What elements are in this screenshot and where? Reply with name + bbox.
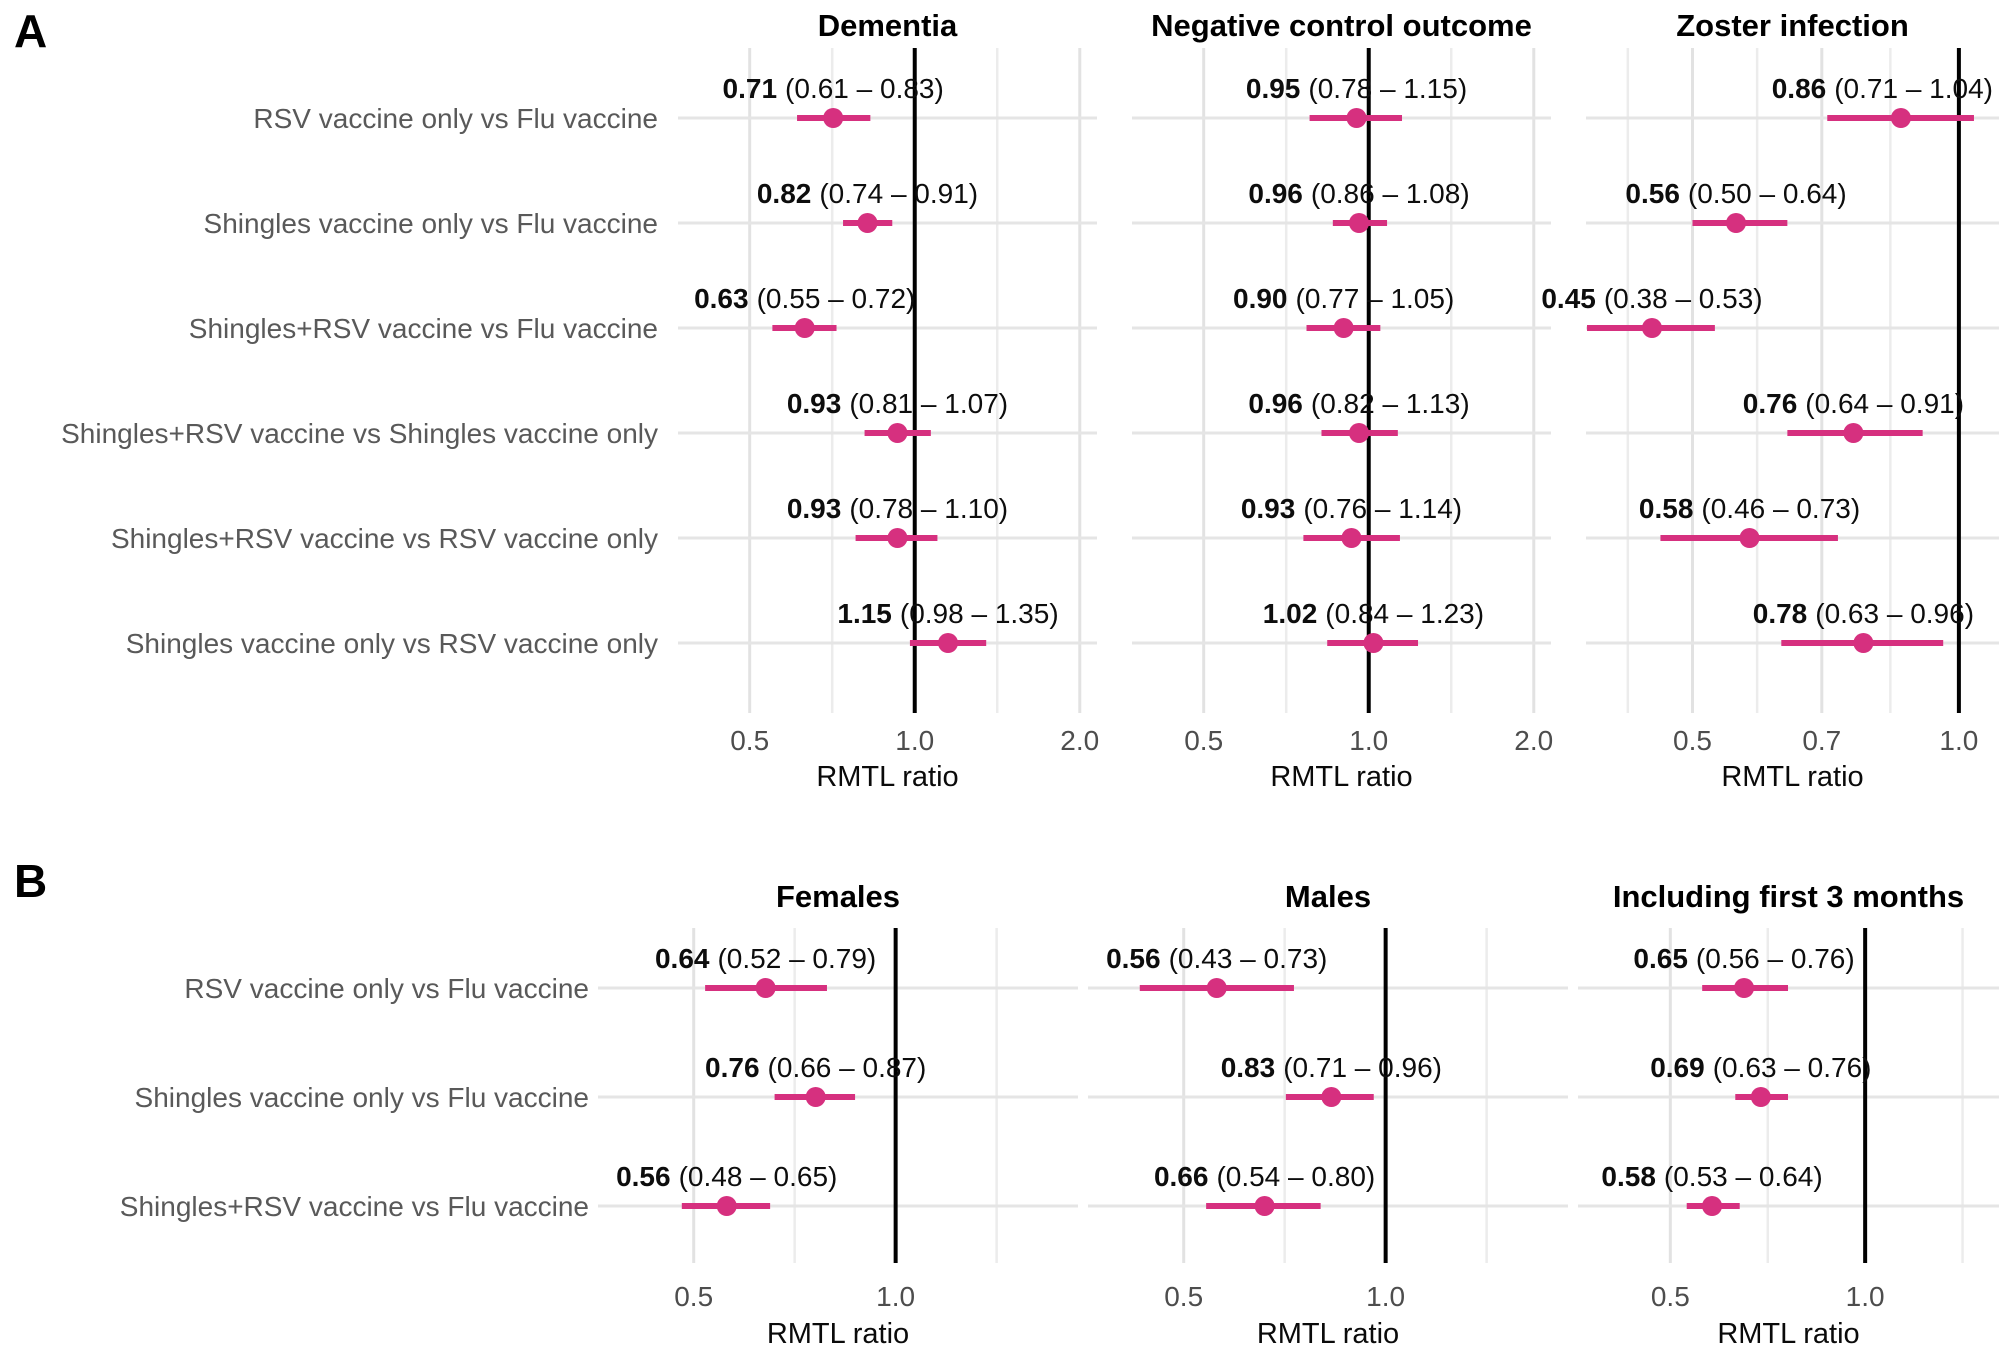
estimate-label: 1.02 (0.84 – 1.23) <box>1263 598 1484 629</box>
row-label: Shingles+RSV vaccine vs Flu vaccine <box>189 313 658 344</box>
estimate-label: 0.58 (0.46 – 0.73) <box>1639 493 1860 524</box>
row-label: Shingles+RSV vaccine vs Flu vaccine <box>120 1191 589 1222</box>
row-label: Shingles+RSV vaccine vs Shingles vaccine… <box>61 418 658 449</box>
point-marker <box>1363 633 1384 653</box>
estimate-label: 0.65 (0.56 – 0.76) <box>1633 943 1854 974</box>
estimate-label: 0.76 (0.64 – 0.91) <box>1743 388 1964 419</box>
x-axis-title: RMTL ratio <box>816 761 958 793</box>
row-label: Shingles vaccine only vs RSV vaccine onl… <box>126 628 658 659</box>
estimate-label: 0.56 (0.48 – 0.65) <box>616 1161 837 1192</box>
point-marker <box>716 1196 737 1216</box>
x-tick-label: 0.5 <box>1164 1281 1203 1312</box>
point-marker <box>857 213 878 233</box>
estimate-label: 0.86 (0.71 – 1.04) <box>1772 73 1993 104</box>
point-marker <box>887 423 908 443</box>
estimate-label: 0.93 (0.78 – 1.10) <box>787 493 1008 524</box>
point-marker <box>938 633 959 653</box>
x-tick-label: 1.0 <box>1846 1281 1885 1312</box>
row-label: Shingles vaccine only vs Flu vaccine <box>204 208 658 239</box>
estimate-label: 0.78 (0.63 – 0.96) <box>1753 598 1974 629</box>
x-tick-label: 1.0 <box>1939 725 1978 756</box>
subplot-title: Zoster infection <box>1676 8 1909 43</box>
row-label: RSV vaccine only vs Flu vaccine <box>253 103 658 134</box>
point-marker <box>1890 108 1911 128</box>
point-marker <box>1321 1087 1342 1107</box>
x-tick-label: 0.5 <box>730 725 769 756</box>
estimate-label: 0.69 (0.63 – 0.76) <box>1650 1052 1871 1083</box>
point-marker <box>1750 1087 1771 1107</box>
estimate-label: 0.56 (0.43 – 0.73) <box>1106 943 1327 974</box>
point-marker <box>823 108 844 128</box>
point-marker <box>1349 213 1370 233</box>
x-tick-label: 0.7 <box>1802 725 1841 756</box>
estimate-label: 0.93 (0.76 – 1.14) <box>1241 493 1462 524</box>
point-marker <box>1702 1196 1723 1216</box>
row-label: Shingles+RSV vaccine vs RSV vaccine only <box>111 523 658 554</box>
estimate-label: 0.56 (0.50 – 0.64) <box>1625 178 1846 209</box>
point-marker <box>1206 978 1227 998</box>
point-marker <box>1254 1196 1275 1216</box>
x-axis-title: RMTL ratio <box>1721 761 1863 793</box>
panel-b-label: B <box>14 855 48 907</box>
estimate-label: 0.64 (0.52 – 0.79) <box>655 943 876 974</box>
estimate-label: 0.58 (0.53 – 0.64) <box>1601 1161 1822 1192</box>
point-marker <box>1726 213 1747 233</box>
subplot-title: Dementia <box>818 8 958 43</box>
x-tick-label: 0.5 <box>1651 1281 1690 1312</box>
point-marker <box>1349 423 1370 443</box>
estimate-label: 0.63 (0.55 – 0.72) <box>694 283 915 314</box>
point-marker <box>1853 633 1874 653</box>
x-tick-label: 0.5 <box>1673 725 1712 756</box>
subplot-title: Including first 3 months <box>1613 879 1964 914</box>
estimate-label: 0.71 (0.61 – 0.83) <box>723 73 944 104</box>
x-tick-label: 0.5 <box>1184 725 1223 756</box>
x-axis-title: RMTL ratio <box>767 1318 909 1345</box>
x-tick-label: 1.0 <box>876 1281 915 1312</box>
estimate-label: 0.93 (0.81 – 1.07) <box>787 388 1008 419</box>
estimate-label: 0.95 (0.78 – 1.15) <box>1246 73 1467 104</box>
point-marker <box>1734 978 1755 998</box>
estimate-label: 0.45 (0.38 – 0.53) <box>1541 283 1762 314</box>
x-axis-title: RMTL ratio <box>1717 1318 1859 1345</box>
point-marker <box>887 528 908 548</box>
x-axis-title: RMTL ratio <box>1257 1318 1399 1345</box>
estimate-label: 0.82 (0.74 – 0.91) <box>757 178 978 209</box>
point-marker <box>1341 528 1362 548</box>
estimate-label: 0.90 (0.77 – 1.05) <box>1233 283 1454 314</box>
estimate-label: 0.66 (0.54 – 0.80) <box>1154 1161 1375 1192</box>
estimate-label: 0.83 (0.71 – 0.96) <box>1221 1052 1442 1083</box>
point-marker <box>755 978 776 998</box>
x-tick-label: 2.0 <box>1060 725 1099 756</box>
point-marker <box>1843 423 1864 443</box>
x-tick-label: 2.0 <box>1514 725 1553 756</box>
estimate-label: 0.96 (0.82 – 1.13) <box>1248 388 1469 419</box>
point-marker <box>805 1087 826 1107</box>
panel-a-label: A <box>14 5 48 57</box>
x-tick-label: 1.0 <box>895 725 934 756</box>
subplot-title: Males <box>1285 879 1371 914</box>
x-tick-label: 0.5 <box>674 1281 713 1312</box>
row-label: Shingles vaccine only vs Flu vaccine <box>135 1082 589 1113</box>
point-marker <box>1333 318 1354 338</box>
point-marker <box>1739 528 1760 548</box>
estimate-label: 1.15 (0.98 – 1.35) <box>837 598 1058 629</box>
x-tick-label: 1.0 <box>1366 1281 1405 1312</box>
x-tick-label: 1.0 <box>1349 725 1388 756</box>
point-marker <box>794 318 815 338</box>
point-marker <box>1346 108 1367 128</box>
x-axis-title: RMTL ratio <box>1270 761 1412 793</box>
row-label: RSV vaccine only vs Flu vaccine <box>184 973 589 1004</box>
point-marker <box>1641 318 1662 338</box>
subplot-title: Females <box>776 879 900 914</box>
subplot-title: Negative control outcome <box>1151 8 1532 43</box>
estimate-label: 0.96 (0.86 – 1.08) <box>1248 178 1469 209</box>
estimate-label: 0.76 (0.66 – 0.87) <box>705 1052 926 1083</box>
